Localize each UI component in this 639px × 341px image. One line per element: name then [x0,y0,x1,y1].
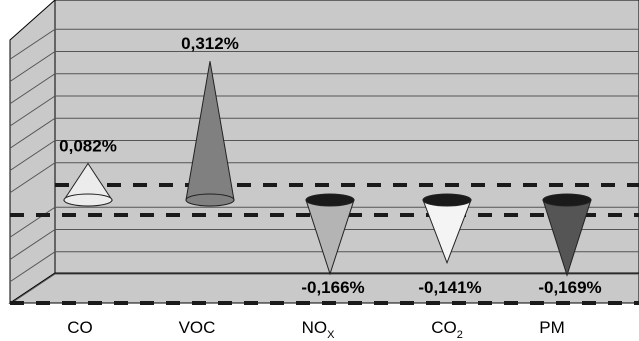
cone-base [185,193,235,207]
gridline-side [9,229,56,260]
gridline-side [9,140,56,171]
cone [422,193,472,265]
cone [542,193,592,277]
data-label: -0,169% [538,278,601,297]
gridline-side [9,251,56,283]
category-labels: CO VOC NOX CO2 PM [67,318,565,341]
data-label: -0,166% [301,278,364,297]
gridline-side [9,117,56,149]
category-label: CO2 [431,318,463,341]
gridline-side [9,206,56,238]
cone-base [542,193,592,207]
gridline-side [9,28,56,60]
cone [63,162,113,207]
cone [305,193,355,276]
gridline-side [9,273,56,305]
value-labels: 0,082% 0,312% -0,166% -0,141% -0,169% [59,34,602,297]
data-label: 0,312% [181,34,239,53]
gridlines [9,28,639,305]
cone-base [63,193,113,207]
gridline-side [9,95,56,127]
gridline-side [9,51,56,82]
data-label: 0,082% [59,137,117,156]
chart-side-wall [9,0,56,304]
cones [63,61,592,277]
category-label: CO [67,318,93,337]
category-label: NOX [302,318,336,341]
category-label: VOC [179,318,216,337]
gridline-side [9,73,56,105]
cone-base [305,193,355,207]
gridline-side [9,162,56,194]
data-label: -0,141% [418,278,481,297]
category-label: PM [539,318,565,337]
chart-back-wall [54,0,639,274]
cone [185,61,235,207]
cone-base [422,193,472,207]
